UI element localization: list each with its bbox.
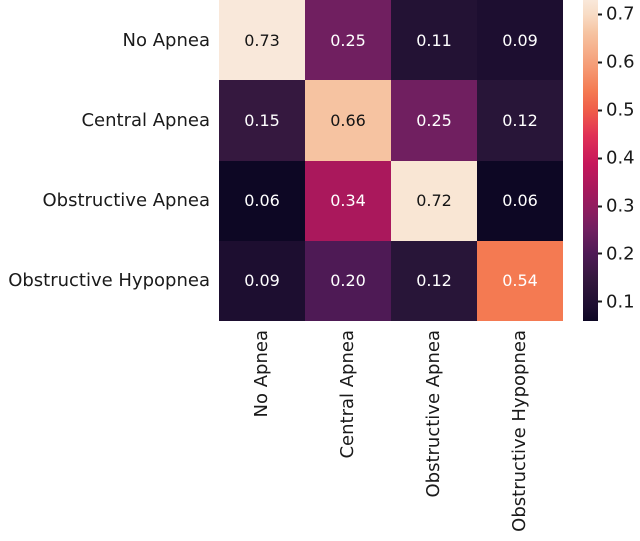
heatmap-cell: 0.15 (219, 80, 305, 161)
colorbar-tick: 0.5 (598, 100, 635, 121)
row-label-obstructive-hypopnea: Obstructive Hypopnea (8, 270, 210, 292)
tick-mark (598, 61, 602, 64)
colorbar-tick: 0.3 (598, 196, 635, 217)
colorbar-tick-label: 0.6 (606, 51, 635, 73)
heatmap-cell: 0.54 (477, 240, 563, 321)
heatmap-cell: 0.06 (219, 160, 305, 241)
colorbar-tick-label: 0.2 (606, 243, 635, 265)
heatmap-cell: 0.20 (305, 240, 391, 321)
y-axis-labels: No Apnea Central Apnea Obstructive Apnea… (0, 0, 210, 321)
heatmap-cell: 0.09 (219, 240, 305, 321)
heatmap-cell: 0.72 (391, 160, 477, 241)
colorbar-tick-label: 0.5 (606, 99, 635, 121)
colorbar-tick: 0.4 (598, 148, 635, 169)
heatmap-cell: 0.09 (477, 0, 563, 81)
colorbar-tick-label: 0.1 (606, 291, 635, 313)
colorbar-gradient (583, 0, 598, 321)
row-label-no-apnea: No Apnea (122, 29, 210, 51)
colorbar-tick: 0.1 (598, 291, 635, 312)
tick-mark (598, 157, 602, 160)
heatmap-cell: 0.25 (305, 0, 391, 81)
col-label-no-apnea: No Apnea (251, 330, 272, 418)
colorbar-tick-label: 0.3 (606, 195, 635, 217)
tick-mark (598, 205, 602, 207)
col-label-central-apnea: Central Apnea (337, 330, 358, 459)
heatmap-cell: 0.06 (477, 160, 563, 241)
heatmap-cell: 0.66 (305, 80, 391, 161)
heatmap-cell: 0.73 (219, 0, 305, 81)
col-label-obstructive-hypopnea: Obstructive Hypopnea (509, 330, 530, 532)
heatmap-cell: 0.25 (391, 80, 477, 161)
tick-mark (598, 109, 602, 112)
heatmap-cell: 0.34 (305, 160, 391, 241)
tick-mark (598, 252, 602, 255)
colorbar-tick: 0.6 (598, 52, 635, 73)
heatmap-cell: 0.11 (391, 0, 477, 81)
col-label-obstructive-apnea: Obstructive Apnea (423, 330, 444, 498)
row-label-central-apnea: Central Apnea (81, 109, 210, 131)
colorbar-tick: 0.2 (598, 243, 635, 264)
tick-mark (598, 13, 602, 16)
heatmap-grid: 0.73 0.25 0.11 0.09 0.15 0.66 0.25 0.12 … (219, 0, 563, 321)
tick-mark (598, 300, 602, 303)
heatmap-cell: 0.12 (391, 240, 477, 321)
colorbar-tick-label: 0.4 (606, 147, 635, 169)
row-label-obstructive-apnea: Obstructive Apnea (42, 190, 211, 212)
colorbar-tick: 0.7 (598, 4, 635, 25)
heatmap-cell: 0.12 (477, 80, 563, 161)
colorbar-tick-label: 0.7 (606, 3, 635, 25)
